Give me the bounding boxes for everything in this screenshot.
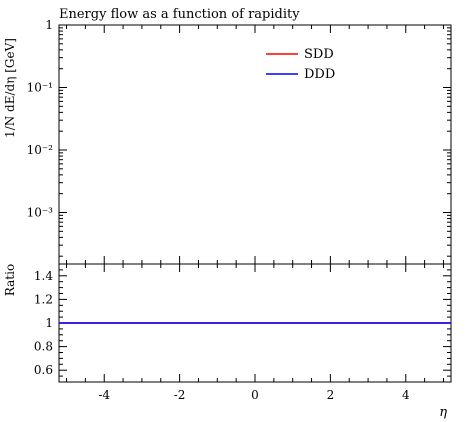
- main-y-tick-label: 1: [45, 18, 53, 32]
- main-y-tick-label: 10⁻³: [27, 206, 54, 220]
- ratio-y-tick-label: 0.6: [34, 363, 53, 377]
- ratio-y-tick-label: 1: [45, 316, 53, 330]
- x-tick-label: -2: [174, 388, 186, 402]
- ratio-y-axis-label: Ratio: [3, 264, 17, 296]
- x-tick-label: -4: [98, 388, 110, 402]
- main-y-axis-label: 1/N dE/dη [GeV]: [3, 38, 17, 138]
- x-axis-label: η: [439, 405, 447, 420]
- x-tick-label: 4: [402, 388, 410, 402]
- legend-label-sdd: SDD: [304, 47, 334, 62]
- ratio-y-tick-label: 0.8: [34, 340, 53, 354]
- legend-label-ddd: DDD: [304, 67, 335, 82]
- main-y-axis: 1 10⁻¹ 10⁻² 10⁻³: [27, 18, 451, 257]
- ratio-y-tick-label: 1.4: [34, 269, 53, 283]
- chart-title: Energy flow as a function of rapidity: [59, 7, 300, 22]
- main-plot-frame: [58, 24, 452, 265]
- ratio-y-axis: 1.4 1.2 1 0.8 0.6: [34, 263, 451, 377]
- legend: SDD DDD: [266, 47, 335, 82]
- main-y-tick-label: 10⁻¹: [27, 81, 53, 95]
- main-y-tick-label: 10⁻²: [27, 143, 54, 157]
- ratio-y-tick-label: 1.2: [34, 292, 53, 306]
- x-tick-label: 0: [251, 388, 259, 402]
- x-tick-label: 2: [327, 388, 335, 402]
- x-axis: -4 -2 0 2 4: [66, 25, 444, 402]
